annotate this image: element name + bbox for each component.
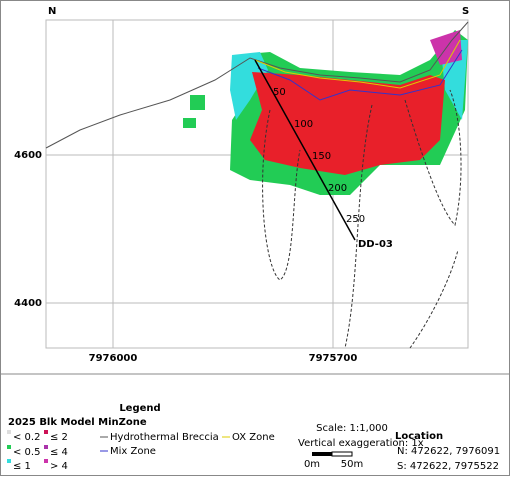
swatch (7, 459, 11, 463)
grade-label: < 0.5 (13, 447, 40, 458)
location-n: N: 472622, 7976091 (397, 446, 500, 457)
scale-text: Scale: 1:1,000 (316, 423, 388, 434)
grade-label: ≤ 1 (13, 461, 31, 472)
line-label: OX Zone (232, 432, 275, 443)
location-s: S: 472622, 7975522 (397, 461, 499, 472)
line-label: Mix Zone (110, 446, 156, 457)
scale-end: 50m (341, 459, 363, 470)
exaggeration-text: Vertical exaggeration: 1x (298, 438, 424, 449)
y-label: 4600 (14, 150, 42, 161)
scale-start: 0m (304, 459, 320, 470)
grade-label: ≤ 2 (50, 432, 68, 443)
line-label: Hydrothermal Breccia (110, 432, 219, 443)
legend-title: Legend (119, 403, 160, 414)
depth-label: 150 (312, 151, 331, 162)
depth-label: 100 (294, 119, 313, 130)
swatch (44, 430, 48, 434)
x-label: 7975700 (309, 353, 358, 364)
location-title: Location (395, 431, 443, 442)
swatch (7, 430, 11, 434)
block-model (183, 30, 468, 195)
grade-label: > 4 (50, 461, 68, 472)
ox-zone-line (254, 39, 461, 89)
topography (45, 21, 469, 149)
swatch (44, 459, 48, 463)
depth-label: 250 (346, 214, 365, 225)
grade-label: < 0.2 (13, 432, 40, 443)
scale-bar (312, 451, 353, 457)
grade-label: ≤ 4 (50, 447, 68, 458)
depth-label: 50 (273, 87, 286, 98)
south-label: S (462, 6, 469, 17)
swatch (44, 445, 48, 449)
swatch (7, 445, 11, 449)
y-label: 4400 (14, 298, 42, 309)
model-title: 2025 Blk Model MinZone (8, 417, 147, 428)
drillhole (254, 59, 356, 241)
depth-label: 200 (328, 183, 347, 194)
drillhole-name: DD-03 (358, 239, 393, 250)
north-label: N (48, 6, 56, 17)
drill-traces (262, 89, 462, 349)
x-label: 7976000 (89, 353, 138, 364)
mix-zone-line (257, 49, 463, 101)
